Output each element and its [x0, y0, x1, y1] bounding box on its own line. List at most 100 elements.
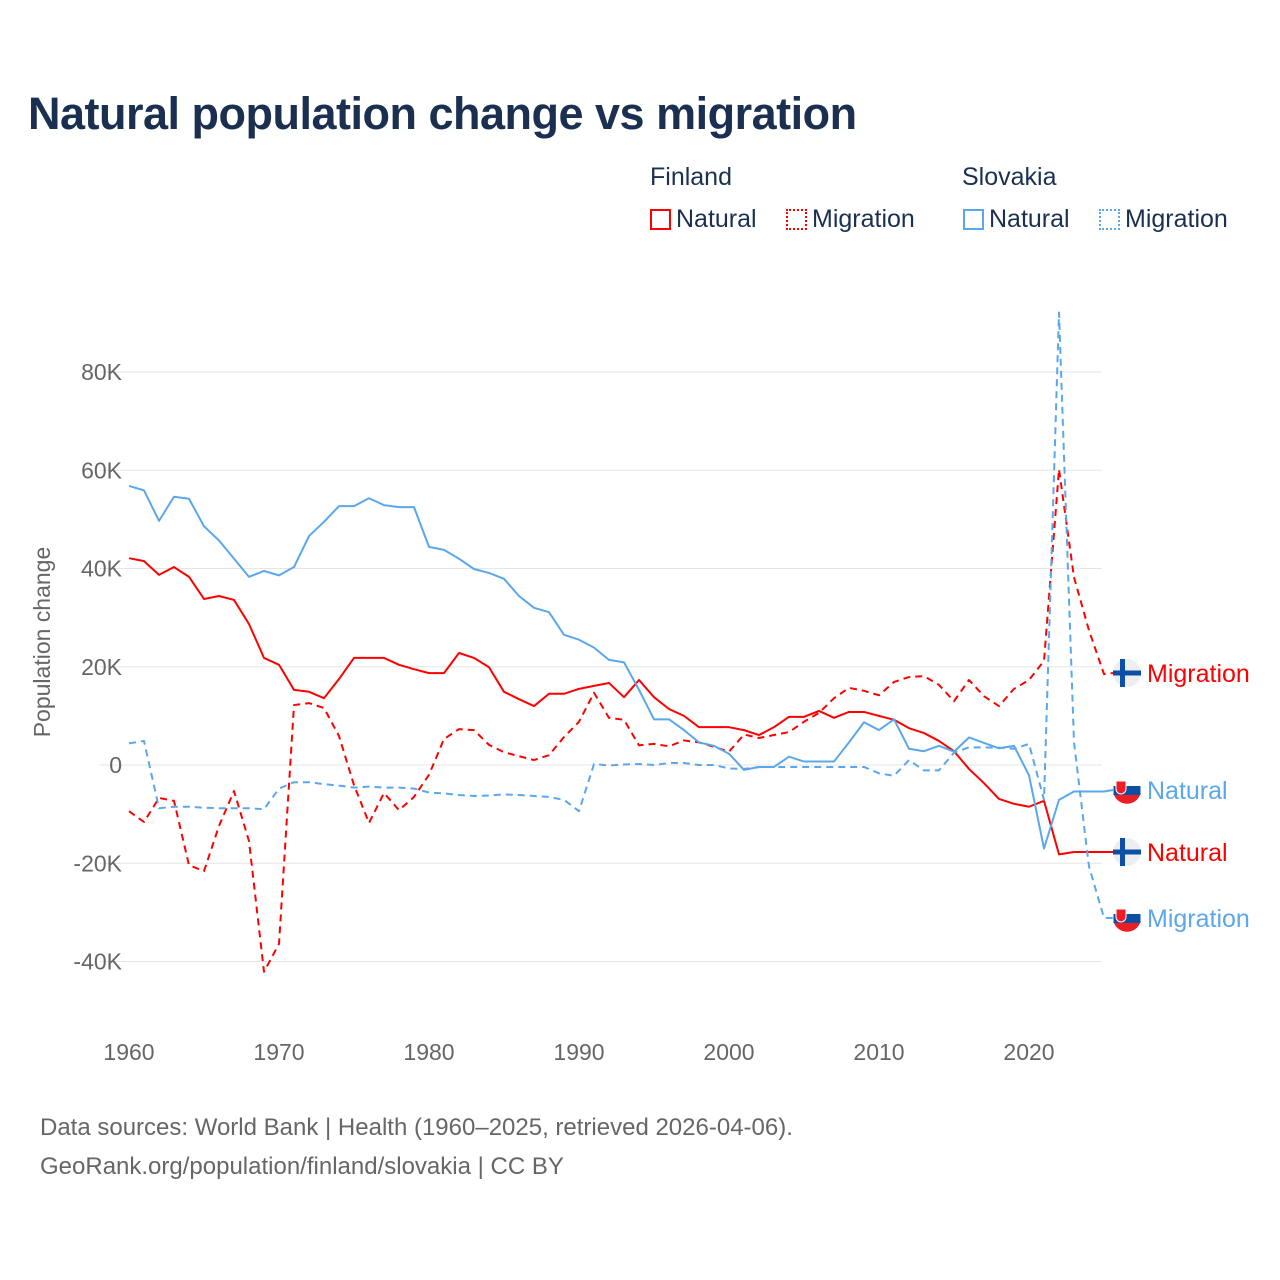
data-point — [157, 519, 161, 523]
data-point — [592, 762, 596, 766]
data-point — [967, 767, 971, 771]
data-point — [442, 671, 446, 675]
data-point — [922, 731, 926, 735]
data-point — [1087, 628, 1091, 632]
data-point — [547, 795, 551, 799]
data-point — [742, 733, 746, 737]
data-point — [277, 663, 281, 667]
data-point — [907, 747, 911, 751]
footer-link[interactable]: GeoRank.org/population/finland/slovakia … — [40, 1153, 564, 1180]
data-point — [832, 760, 836, 764]
data-point — [232, 557, 236, 561]
data-point — [532, 794, 536, 798]
data-point — [772, 765, 776, 769]
legend-swatch-solid-icon — [650, 209, 671, 230]
data-point — [217, 806, 221, 810]
data-point — [187, 863, 191, 867]
data-point — [562, 735, 566, 739]
data-point — [1072, 790, 1076, 794]
legend-swatch-dotted-icon — [1099, 209, 1120, 230]
data-point — [337, 784, 341, 788]
data-point — [547, 753, 551, 757]
data-point — [577, 638, 581, 642]
data-point — [1057, 467, 1061, 471]
data-point — [232, 806, 236, 810]
x-tick-label: 2000 — [703, 1039, 754, 1065]
data-point — [667, 717, 671, 721]
data-point — [892, 680, 896, 684]
x-tick-label: 1970 — [253, 1039, 304, 1065]
data-point — [802, 765, 806, 769]
data-point — [952, 699, 956, 703]
x-tick-label: 2010 — [853, 1039, 904, 1065]
data-point — [157, 806, 161, 810]
slovakia-flag-icon — [1113, 776, 1141, 804]
data-point — [607, 716, 611, 720]
data-point — [1072, 850, 1076, 854]
data-point — [382, 786, 386, 790]
data-point — [292, 688, 296, 692]
data-point — [592, 691, 596, 695]
data-point — [757, 736, 761, 740]
chart-title: Natural population change vs migration — [28, 88, 857, 139]
data-point — [202, 597, 206, 601]
data-point — [787, 765, 791, 769]
data-point — [202, 806, 206, 810]
data-point — [367, 821, 371, 825]
flag-cross — [1120, 659, 1125, 687]
data-point — [547, 692, 551, 696]
data-point — [712, 763, 716, 767]
legend-item-finland-migration[interactable]: Migration — [786, 205, 915, 234]
data-point — [562, 692, 566, 696]
series-line-finland-natural — [128, 557, 1114, 856]
data-point — [862, 765, 866, 769]
legend-item-slovakia-natural[interactable]: Natural — [963, 205, 1070, 234]
data-point — [682, 728, 686, 732]
data-point — [367, 496, 371, 500]
data-point — [652, 717, 656, 721]
y-tick-label: 60K — [81, 457, 123, 483]
data-point — [292, 703, 296, 707]
data-point — [577, 809, 581, 813]
data-point — [442, 548, 446, 552]
data-point — [532, 758, 536, 762]
data-point — [697, 763, 701, 767]
data-point — [127, 741, 131, 745]
flag-shield — [1115, 908, 1127, 923]
data-point — [487, 743, 491, 747]
data-point — [292, 780, 296, 784]
data-point — [202, 524, 206, 528]
data-point — [532, 606, 536, 610]
data-point — [817, 760, 821, 764]
data-point — [637, 743, 641, 747]
finland-flag-icon — [1113, 659, 1141, 687]
data-point — [1057, 852, 1061, 856]
y-tick-label: 0 — [109, 752, 122, 778]
data-point — [277, 942, 281, 946]
data-point — [877, 714, 881, 718]
data-point — [307, 780, 311, 784]
data-point — [862, 720, 866, 724]
data-point — [532, 704, 536, 708]
data-point — [742, 767, 746, 771]
data-point — [712, 725, 716, 729]
data-point — [457, 557, 461, 561]
data-point — [817, 765, 821, 769]
data-point — [247, 575, 251, 579]
end-label: Natural — [1147, 777, 1228, 805]
data-point — [787, 715, 791, 719]
legend-item-finland-natural[interactable]: Natural — [650, 205, 757, 234]
data-point — [202, 869, 206, 873]
data-point — [442, 791, 446, 795]
data-point — [517, 594, 521, 598]
data-point — [667, 707, 671, 711]
data-point — [502, 750, 506, 754]
data-point — [592, 684, 596, 688]
y-tick-label: 20K — [81, 654, 123, 680]
data-point — [412, 795, 416, 799]
legend-item-slovakia-migration[interactable]: Migration — [1099, 205, 1228, 234]
data-point — [127, 809, 131, 813]
data-point — [712, 744, 716, 748]
y-tick-label: -20K — [73, 850, 122, 876]
data-point — [322, 520, 326, 524]
